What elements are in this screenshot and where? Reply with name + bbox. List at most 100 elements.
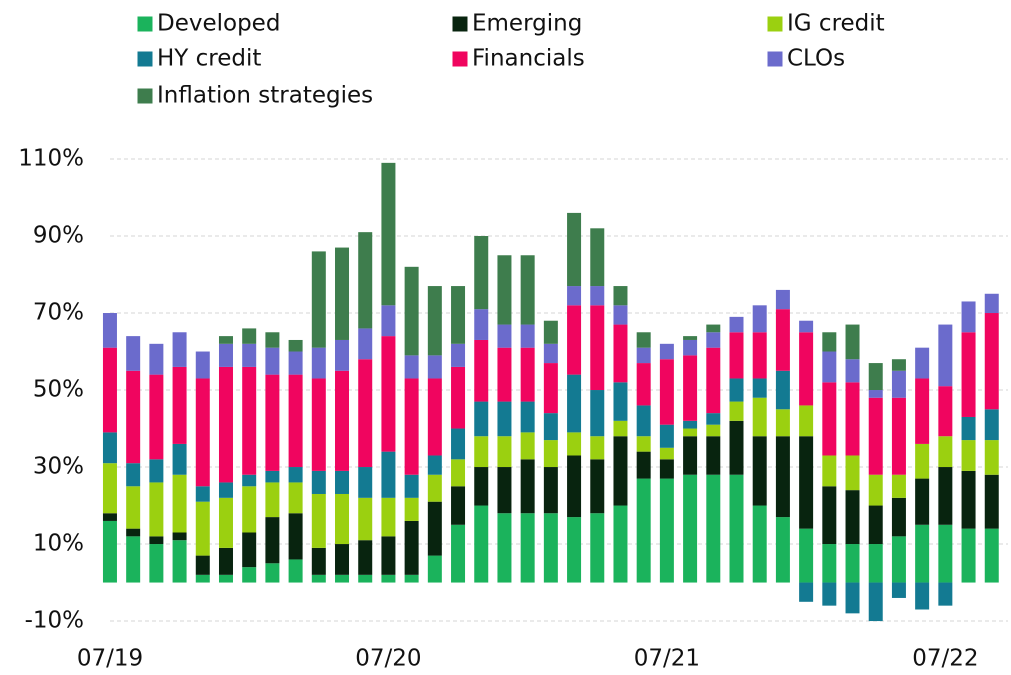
bar-segment xyxy=(288,482,303,514)
bar-segment xyxy=(683,355,698,421)
bar-segment xyxy=(590,459,605,514)
bar-segment xyxy=(288,559,303,583)
x-tick-label: 07/21 xyxy=(634,646,700,672)
bar-segment xyxy=(822,382,837,456)
bar-segment xyxy=(497,467,512,514)
bar-segment xyxy=(590,513,605,583)
bar-segment xyxy=(799,528,814,583)
bar-segment xyxy=(984,409,999,441)
y-tick-label: 50% xyxy=(33,377,84,403)
y-tick-label: 30% xyxy=(33,454,84,480)
bar-segment xyxy=(799,436,814,529)
bar-segment xyxy=(868,397,883,475)
bar-segment xyxy=(358,328,373,360)
bar-segment xyxy=(984,474,999,529)
bar-segment xyxy=(822,486,837,545)
bar-segment xyxy=(613,505,628,583)
bar-segment xyxy=(381,574,396,583)
bar-segment xyxy=(613,382,628,421)
bar-segment xyxy=(427,501,442,556)
bar-segment xyxy=(752,378,767,398)
bar-segment xyxy=(126,536,141,583)
bar-segment xyxy=(427,355,442,379)
bar-segment xyxy=(520,459,535,514)
bar-segment xyxy=(265,347,280,375)
bar-segment xyxy=(474,339,489,402)
bar-segment xyxy=(961,440,976,471)
bar-segment xyxy=(915,582,930,610)
bar-segment xyxy=(358,467,373,498)
bar-segment xyxy=(683,339,698,356)
bar-segment xyxy=(822,582,837,606)
bar-segment xyxy=(706,347,721,414)
bar-segment xyxy=(218,343,233,367)
bar-segment xyxy=(265,482,280,518)
bar-segment xyxy=(590,305,605,391)
bar-segment xyxy=(706,332,721,348)
bar-segment xyxy=(427,555,442,583)
bar-segment xyxy=(891,582,906,598)
bar-segment xyxy=(891,474,906,498)
bar-segment xyxy=(474,309,489,340)
legend-label: IG credit xyxy=(787,11,885,37)
bar-segment xyxy=(799,582,814,602)
bar-segment xyxy=(102,520,117,583)
legend-label: CLOs xyxy=(787,46,845,72)
bar-segment xyxy=(938,386,953,437)
bar-segment xyxy=(613,324,628,383)
bar-segment xyxy=(427,378,442,456)
bar-segment xyxy=(311,574,326,583)
bar-segment xyxy=(590,436,605,460)
bar-segment xyxy=(451,286,466,344)
bar-segment xyxy=(729,420,744,475)
bar-segment xyxy=(915,347,930,379)
bar-segment xyxy=(451,366,466,429)
bar-segment xyxy=(659,447,674,460)
bar-segment xyxy=(845,359,860,383)
bar-segment xyxy=(404,474,419,498)
bar-segment xyxy=(613,436,628,506)
bar-segment xyxy=(288,374,303,468)
bar-segment xyxy=(172,532,187,541)
bar-segment xyxy=(752,505,767,583)
bar-segment xyxy=(891,536,906,583)
bar-segment xyxy=(102,313,117,348)
bar-segment xyxy=(636,363,651,406)
bar-segment xyxy=(335,247,350,340)
bar-segment xyxy=(427,474,442,502)
bar-segment xyxy=(172,443,187,475)
bar-segment xyxy=(752,397,767,437)
bar-segment xyxy=(613,420,628,437)
legend-label: Developed xyxy=(157,11,280,37)
bar-segment xyxy=(218,366,233,483)
bar-segment xyxy=(126,336,141,371)
bar-segment xyxy=(706,436,721,475)
legend-swatch xyxy=(136,87,154,105)
x-tick-label: 07/20 xyxy=(355,646,421,672)
legend-swatch xyxy=(136,15,154,33)
bar-segment xyxy=(474,467,489,506)
bar-segment xyxy=(961,416,976,441)
bar-segment xyxy=(567,517,582,583)
bar-segment xyxy=(497,401,512,437)
y-tick-label: 70% xyxy=(33,300,84,326)
bar-segment xyxy=(590,286,605,306)
bar-segment xyxy=(195,574,210,583)
bar-segment xyxy=(311,547,326,575)
bar-segment xyxy=(822,351,837,383)
bar-segment xyxy=(288,351,303,375)
bar-segment xyxy=(868,363,883,391)
bar-segment xyxy=(729,378,744,402)
bar-segment xyxy=(126,370,141,464)
legend-label: HY credit xyxy=(157,46,261,72)
bar-segment xyxy=(729,401,744,421)
bar-segment xyxy=(242,567,257,583)
bar-segment xyxy=(752,332,767,379)
bar-segment xyxy=(543,467,558,514)
bar-segment xyxy=(381,451,396,498)
y-tick-label: 10% xyxy=(33,531,84,557)
bar-segment xyxy=(613,305,628,325)
legend-label: Emerging xyxy=(472,11,582,37)
bar-segment xyxy=(451,428,466,460)
